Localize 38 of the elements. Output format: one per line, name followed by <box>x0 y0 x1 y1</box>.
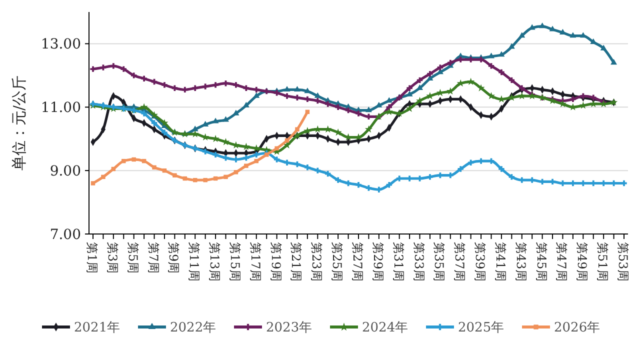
y-tick-label: 9.00 <box>50 163 81 180</box>
x-tick-label: 第5周 <box>126 242 140 274</box>
y-tick-label: 11.00 <box>40 100 81 116</box>
x-tick-label: 第45周 <box>534 242 548 282</box>
x-tick-label: 第49周 <box>575 242 590 282</box>
y-tick-label: 7.00 <box>50 226 81 243</box>
x-tick-label: 第53周 <box>616 242 630 282</box>
y-axis-title: 单位：元/公斤 <box>10 75 28 171</box>
x-tick-label: 第9周 <box>166 242 181 274</box>
x-tick-label: 第47周 <box>554 242 569 282</box>
x-tick-label: 第7周 <box>146 242 160 274</box>
x-tick-label: 第37周 <box>452 242 467 282</box>
x-tick-label: 第15周 <box>228 242 242 282</box>
legend-label: 2021年 <box>74 320 120 336</box>
legend-label: 2025年 <box>458 320 504 336</box>
x-tick-label: 第19周 <box>268 242 283 282</box>
y-tick-label: 13.00 <box>40 36 81 53</box>
legend-label: 2024年 <box>362 320 408 336</box>
x-tick-label: 第17周 <box>248 242 262 282</box>
x-tick-label: 第21周 <box>289 242 304 282</box>
x-tick-label: 第33周 <box>412 242 426 282</box>
x-tick-label: 第29周 <box>370 242 385 282</box>
x-tick-label: 第43周 <box>514 242 528 282</box>
x-tick-label: 第3周 <box>105 242 120 274</box>
x-tick-label: 第11周 <box>187 242 202 282</box>
x-tick-label: 第41周 <box>493 242 508 282</box>
x-tick-label: 第35周 <box>432 242 446 282</box>
x-tick-label: 第25周 <box>330 242 344 282</box>
x-tick-label: 第23周 <box>310 242 324 282</box>
legend-label: 2022年 <box>170 320 216 336</box>
x-tick-label: 第27周 <box>350 242 364 282</box>
legend-label: 2026年 <box>554 320 600 336</box>
x-tick-label: 第1周 <box>85 242 99 274</box>
x-tick-label: 第31周 <box>391 242 406 282</box>
legend-label: 2023年 <box>266 320 312 336</box>
x-tick-label: 第39周 <box>473 242 488 282</box>
x-tick-label: 第13周 <box>208 242 222 282</box>
x-tick-label: 第51周 <box>596 242 610 282</box>
